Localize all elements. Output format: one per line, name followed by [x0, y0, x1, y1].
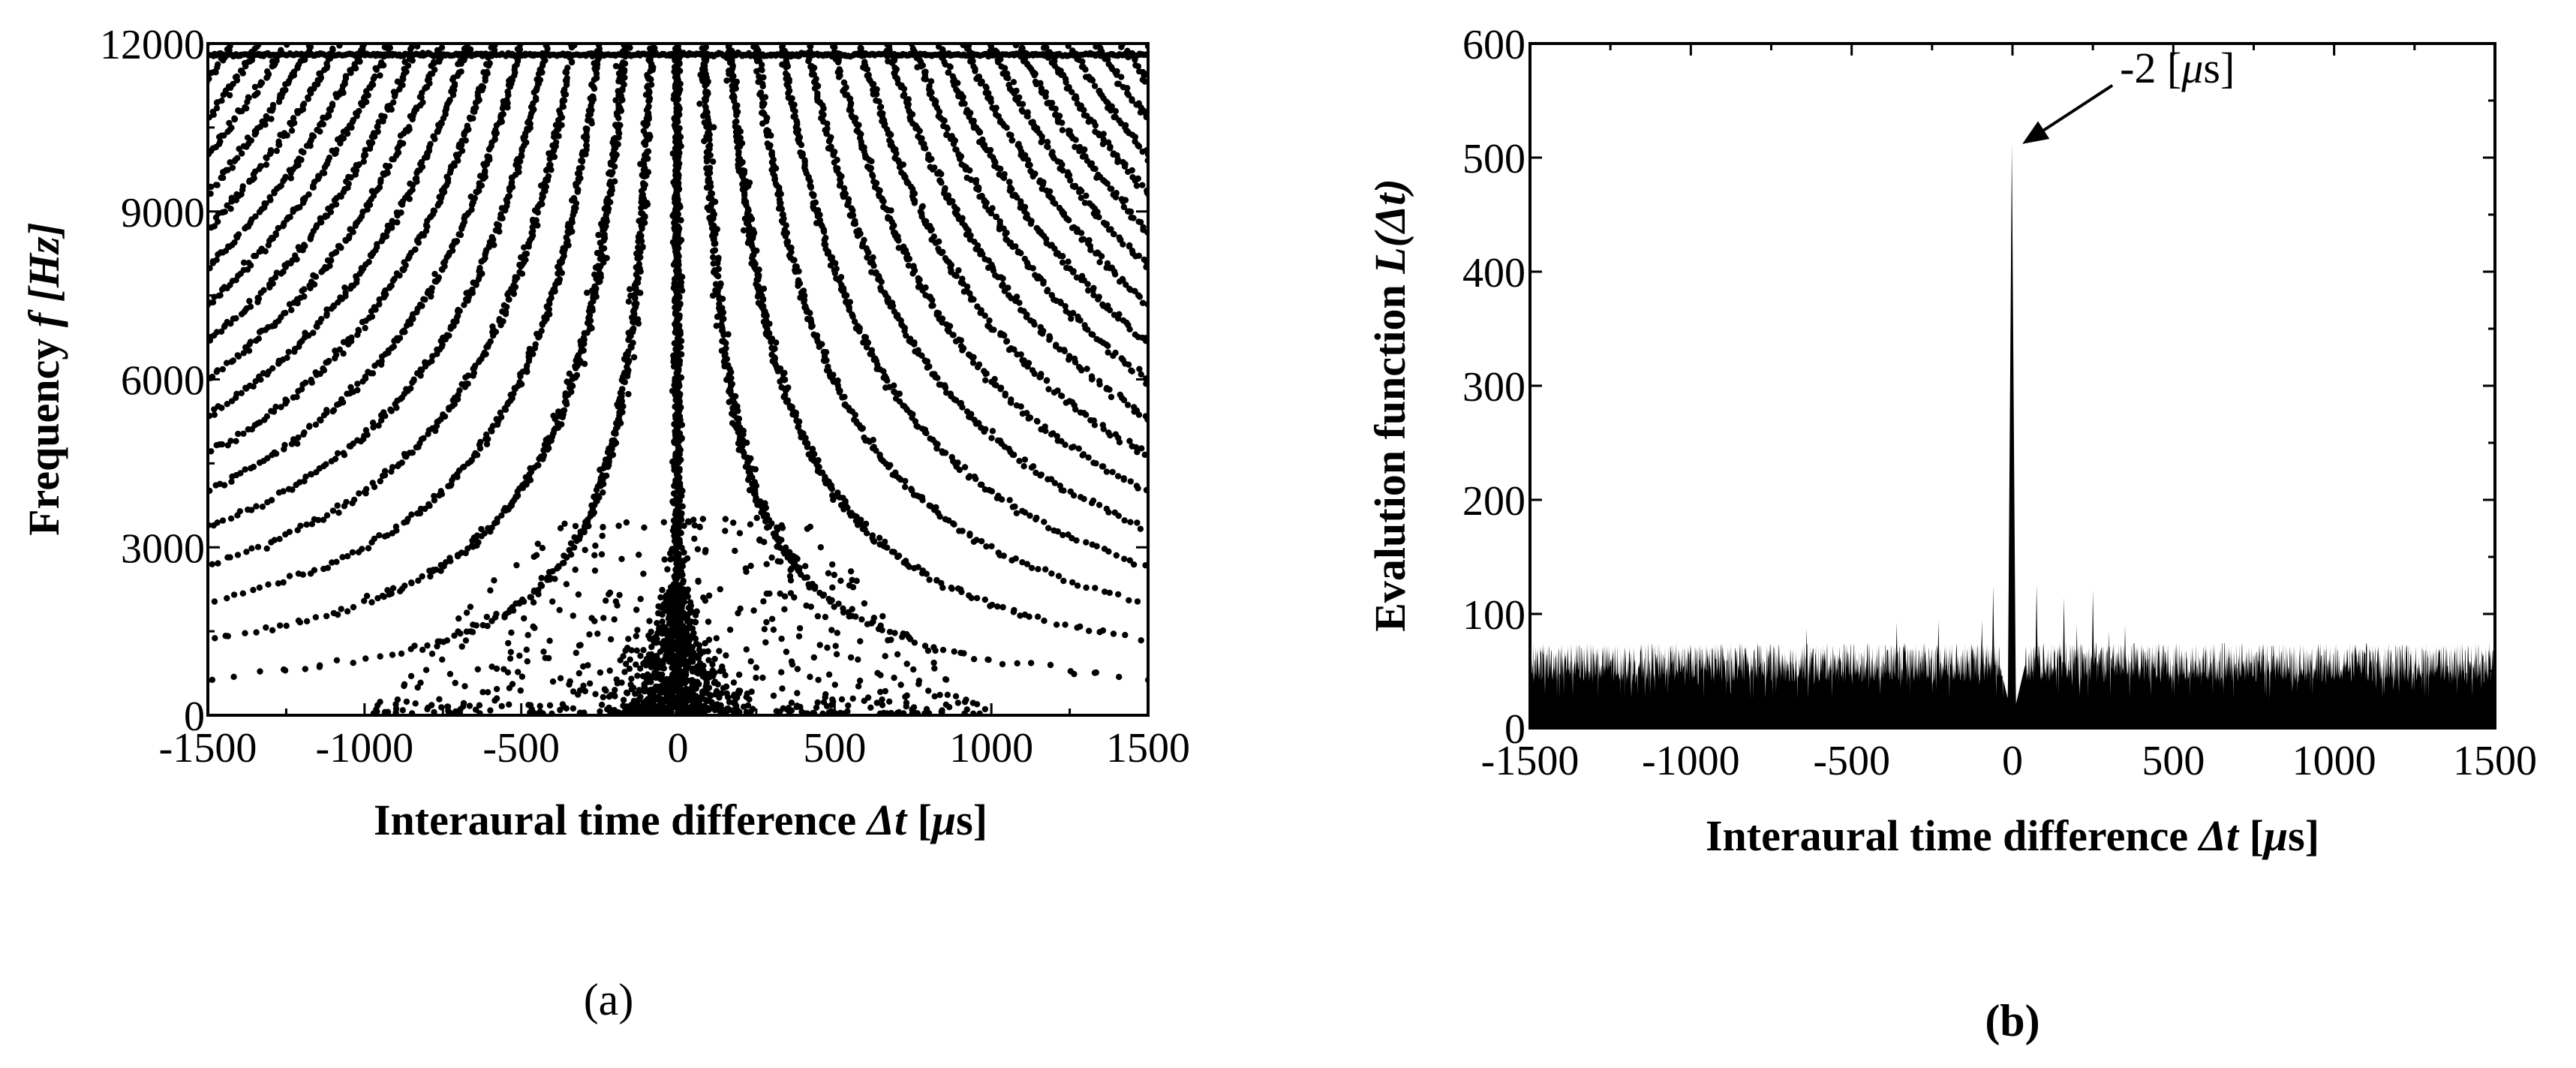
y-tick-label-b: 600: [1462, 22, 1525, 68]
y-axis-label-b: Evalution function L(Δt): [1366, 179, 1414, 632]
panel-label-a: (a): [584, 975, 634, 1024]
y-tick-label-b: 200: [1462, 478, 1525, 525]
y-tick-label-a: 12000: [100, 22, 205, 68]
x-axis-label-a: Interaural time difference Δt [μs]: [374, 796, 987, 844]
x-tick-label-b: 1000: [2292, 738, 2376, 784]
annotation-arrow: [2038, 84, 2114, 135]
x-tick-label-a: -1500: [159, 725, 257, 772]
x-tick-label-a: 1500: [1106, 725, 1190, 772]
x-axis-a: -1500 -1000 -500 0 500 1000 1500: [159, 44, 1190, 772]
x-tick-label-b: 1500: [2453, 738, 2537, 784]
x-tick-label-a: 0: [668, 725, 689, 772]
x-tick-label-a: -500: [482, 725, 560, 772]
panel-a-scatter: -1500 -1000 -500 0 500 1000 1500 0 3000 6000 9000…: [20, 22, 1190, 1024]
peak-annotation: -2 [μs]: [2022, 44, 2235, 144]
x-tick-label-b: -1000: [1642, 738, 1740, 784]
y-tick-label-b: 500: [1462, 136, 1525, 182]
x-axis-label-b: Interaural time difference Δt [μs]: [1706, 811, 2319, 860]
x-tick-label-b: 0: [2002, 738, 2023, 784]
annotation-text: -2 [μs]: [2120, 44, 2235, 92]
y-tick-label-a: 9000: [121, 190, 205, 236]
y-tick-label-b: 0: [1504, 706, 1525, 753]
x-tick-label-a: -1000: [316, 725, 414, 772]
y-tick-label-a: 6000: [121, 358, 205, 405]
annotation-arrow-head: [2022, 121, 2050, 144]
y-axis-b: 0 100 200 300 400 500 600: [1462, 22, 2495, 753]
y-tick-label-a: 3000: [121, 525, 205, 572]
y-tick-label-b: 400: [1462, 250, 1525, 296]
evaluation-function-bars: [1530, 143, 2495, 728]
scatter-points: [208, 44, 1148, 715]
panel-label-b: (b): [1985, 996, 2039, 1045]
x-tick-label-a: 500: [803, 725, 866, 772]
x-tick-label-b: -500: [1813, 738, 1890, 784]
scatter-point-cloud: [208, 44, 1148, 715]
x-tick-label-b: -1500: [1481, 738, 1580, 784]
panel-b-bar: -1500 -1000 -500 0 500 1000 1500 0 100 200 300 400…: [1366, 22, 2537, 1045]
y-tick-label-b: 300: [1462, 364, 1525, 411]
x-tick-label-a: 1000: [949, 725, 1033, 772]
y-tick-label-a: 0: [184, 693, 205, 740]
y-axis-label-a: Frequency f [Hz]: [20, 222, 68, 536]
y-tick-label-b: 100: [1462, 592, 1525, 639]
x-axis-b: -1500 -1000 -500 0 500 1000 1500: [1481, 44, 2537, 784]
x-tick-label-b: 500: [2142, 738, 2205, 784]
y-axis-a: 0 3000 6000 9000 12000: [100, 22, 1148, 740]
